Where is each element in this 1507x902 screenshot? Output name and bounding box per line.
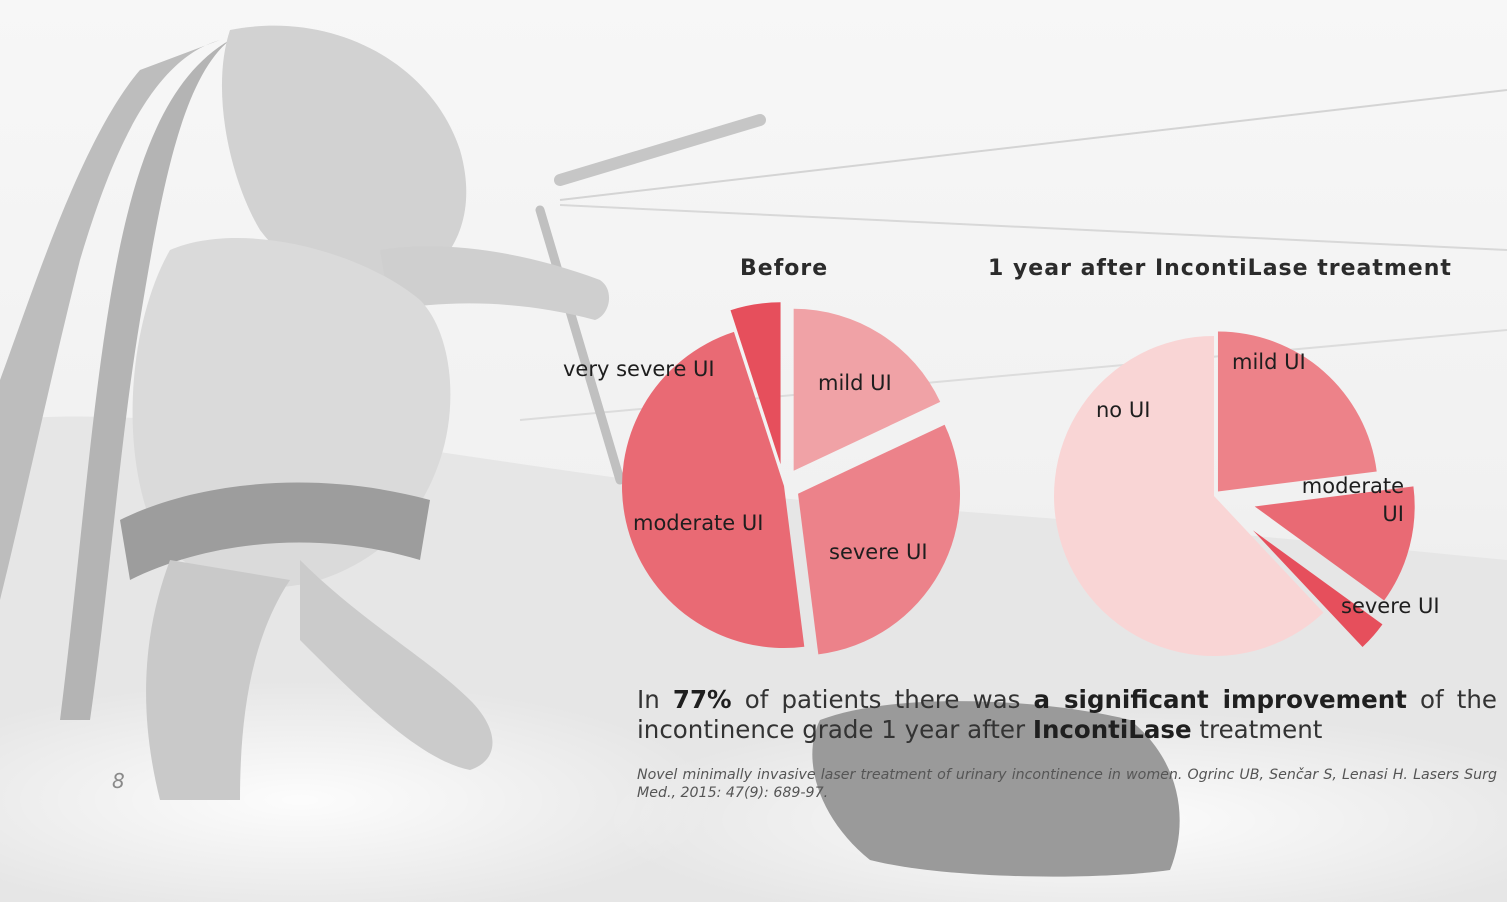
citation-text: Novel minimally invasive laser treatment… [637,767,1497,801]
pie-slice-no-ui [1054,336,1324,656]
pie-slice-severe-ui [1253,530,1383,648]
slice-label-severe-ui: severe UI [829,540,928,564]
summary-part-1: In [637,685,673,714]
pie-slice-very-severe-ui [730,302,781,465]
before-chart-title: Before [740,256,829,281]
slice-label-mild-ui: mild UI [818,371,892,395]
summary-emphasis: a significant improvement [1033,685,1407,714]
summary-part-3: of the incontinence grade 1 year after [637,685,1498,744]
slice-label-moderate-ui: moderate UI [1302,474,1404,526]
slice-label-moderate-ui: moderate UI [633,511,763,535]
slice-label-mild-ui: mild UI [1232,350,1306,374]
summary-brand: IncontiLase [1032,715,1192,744]
pie-slice-mild-ui [1217,331,1377,492]
pie-slice-moderate-ui [622,331,805,648]
slice-label-very-severe-ui: very severe UI [563,357,715,381]
pie-slice-severe-ui [798,424,961,655]
pie-slice-moderate-ui [1254,486,1415,601]
summary-part-4: treatment [1191,715,1323,744]
slice-label-no-ui: no UI [1096,398,1150,422]
page-number: 8 [112,769,125,793]
after-chart-title: 1 year after IncontiLase treatment [988,256,1452,281]
slice-label-severe-ui: severe UI [1341,594,1440,618]
after-pie-chart: mild UI moderate UI severe UI no UI [1054,331,1440,656]
pie-slice-mild-ui [793,308,941,471]
summary-percent: 77% [672,685,732,714]
summary-part-2: of patients there was [731,685,1034,714]
before-pie-chart: mild UI severe UI moderate UI very severe U… [563,302,961,655]
summary-text: In 77% of patients there was a significa… [637,685,1497,745]
